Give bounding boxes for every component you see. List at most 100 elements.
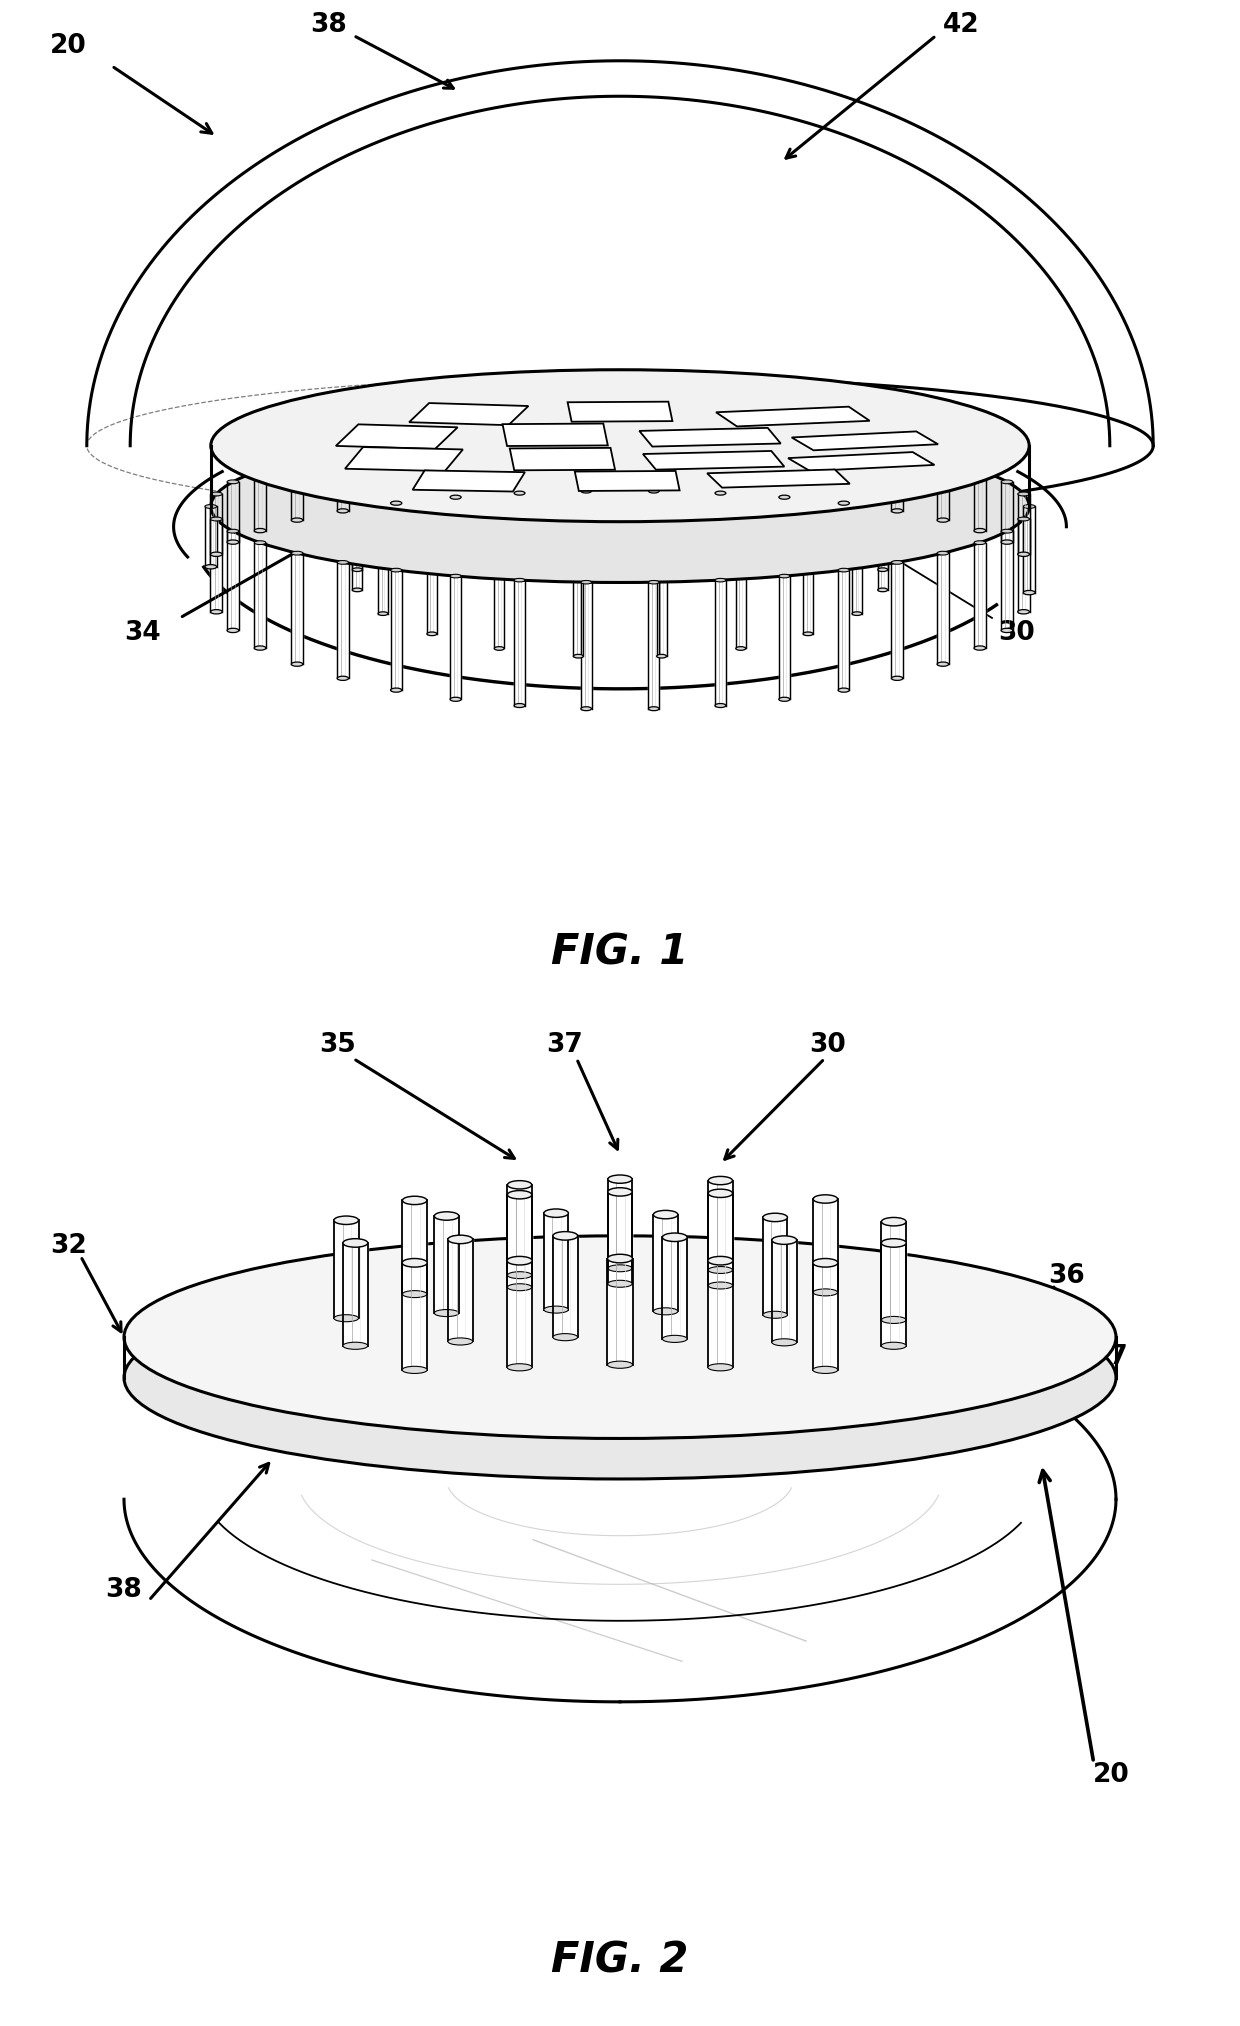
Polygon shape [334,1220,358,1319]
Ellipse shape [580,430,591,432]
Polygon shape [838,569,849,691]
Polygon shape [227,531,239,630]
Polygon shape [735,551,745,648]
Polygon shape [510,448,615,470]
Ellipse shape [813,1195,837,1203]
Ellipse shape [608,1280,632,1287]
Polygon shape [343,1242,368,1345]
Ellipse shape [544,1210,568,1218]
Ellipse shape [771,1236,796,1244]
Ellipse shape [937,663,949,667]
Ellipse shape [779,436,790,440]
Ellipse shape [515,703,525,707]
Ellipse shape [450,697,461,701]
Ellipse shape [1023,590,1035,596]
Polygon shape [708,1260,733,1368]
Ellipse shape [403,1195,427,1205]
Ellipse shape [779,494,790,498]
Polygon shape [448,1240,472,1341]
Ellipse shape [553,1333,578,1341]
Ellipse shape [653,1309,678,1315]
Ellipse shape [878,513,888,517]
Ellipse shape [662,1335,687,1343]
Ellipse shape [391,500,402,504]
Ellipse shape [427,632,436,636]
Ellipse shape [580,581,591,583]
Polygon shape [1001,482,1013,543]
Ellipse shape [1018,553,1029,557]
Polygon shape [791,432,939,450]
Polygon shape [580,432,591,490]
Ellipse shape [211,553,222,557]
Ellipse shape [211,432,1029,581]
Ellipse shape [211,492,222,496]
Polygon shape [337,563,348,679]
Ellipse shape [211,517,222,521]
Ellipse shape [715,490,725,494]
Polygon shape [715,407,869,425]
Polygon shape [608,1258,632,1366]
Ellipse shape [657,654,667,658]
Polygon shape [391,444,402,502]
Text: 38: 38 [310,12,347,38]
Ellipse shape [580,488,591,492]
Text: 35: 35 [319,1033,356,1058]
Ellipse shape [227,628,239,632]
Ellipse shape [448,1236,472,1244]
Ellipse shape [662,1234,687,1242]
Polygon shape [878,498,888,569]
Ellipse shape [515,432,525,436]
Polygon shape [568,401,672,421]
Ellipse shape [391,567,402,571]
Ellipse shape [975,541,986,545]
Ellipse shape [1001,529,1013,533]
Ellipse shape [1018,610,1029,614]
Polygon shape [507,1185,532,1274]
Polygon shape [608,1191,632,1284]
Polygon shape [211,494,222,555]
Ellipse shape [495,549,505,553]
Polygon shape [763,1218,787,1315]
Ellipse shape [715,577,725,581]
Ellipse shape [254,541,265,545]
Polygon shape [975,543,986,648]
Ellipse shape [878,588,888,592]
Ellipse shape [352,496,362,500]
Ellipse shape [1001,480,1013,484]
Polygon shape [1018,494,1029,555]
Ellipse shape [254,529,265,533]
Ellipse shape [402,1258,428,1266]
Ellipse shape [205,565,217,569]
Polygon shape [450,438,461,496]
Polygon shape [450,575,461,699]
Ellipse shape [337,561,348,565]
Ellipse shape [1001,628,1013,632]
Ellipse shape [838,567,849,571]
Text: 42: 42 [942,12,980,38]
Ellipse shape [812,1258,838,1266]
Polygon shape [515,434,525,492]
Ellipse shape [653,1210,678,1220]
Ellipse shape [657,553,667,557]
Ellipse shape [608,1175,632,1183]
Ellipse shape [649,430,660,432]
Ellipse shape [608,1254,632,1262]
Polygon shape [544,1214,568,1309]
Ellipse shape [892,509,903,513]
Text: 36: 36 [1048,1264,1085,1289]
Ellipse shape [427,539,436,543]
Polygon shape [402,1262,428,1370]
Ellipse shape [495,646,505,650]
Text: 37: 37 [1091,1345,1128,1370]
Polygon shape [708,1193,733,1284]
Polygon shape [403,1199,427,1295]
Ellipse shape [337,448,348,452]
Polygon shape [434,1216,459,1313]
Ellipse shape [708,1266,733,1274]
Ellipse shape [352,513,362,517]
Ellipse shape [882,1238,906,1248]
Ellipse shape [402,1366,428,1374]
Text: 20: 20 [50,32,87,59]
Polygon shape [352,515,362,590]
Text: 20: 20 [1092,1763,1130,1787]
